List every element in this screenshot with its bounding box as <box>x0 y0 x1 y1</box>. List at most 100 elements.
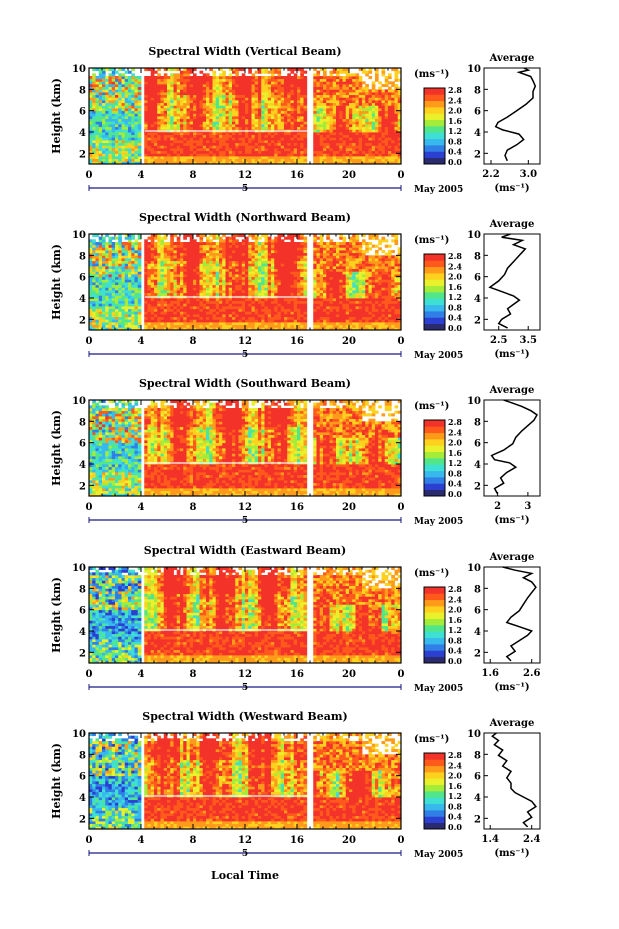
heatmap-cell <box>154 308 158 312</box>
heatmap-cell <box>323 108 327 112</box>
heatmap-cell <box>180 260 184 264</box>
heatmap-cell <box>394 97 399 101</box>
heatmap-cell <box>108 156 113 160</box>
heatmap-cell <box>92 266 96 270</box>
heatmap-cell <box>206 242 210 246</box>
heatmap-cell <box>238 153 243 157</box>
heatmap-cell <box>124 279 129 283</box>
heatmap-cell <box>134 140 139 144</box>
heatmap-cell <box>121 284 126 288</box>
heatmap-cell <box>154 153 158 157</box>
heatmap-cell <box>254 150 259 154</box>
heatmap-cell <box>381 105 386 109</box>
heatmap-cell <box>199 250 204 254</box>
heatmap-cell <box>199 110 204 114</box>
heatmap-cell <box>189 236 194 240</box>
heatmap-cell <box>349 89 353 93</box>
heatmap-cell <box>271 126 275 130</box>
heatmap-cell <box>293 113 298 117</box>
heatmap-cell <box>183 78 187 82</box>
heatmap-cell <box>137 116 142 120</box>
heatmap-cell <box>342 94 347 98</box>
heatmap-cell <box>150 145 155 149</box>
heatmap-cell <box>313 78 317 82</box>
heatmap-cell <box>251 153 256 157</box>
heatmap-cell <box>209 100 213 104</box>
colorbar-swatch <box>424 113 445 121</box>
heatmap-cell <box>284 94 288 98</box>
heatmap-cell <box>225 97 230 101</box>
heatmap-cell <box>144 156 148 160</box>
heatmap-cell <box>193 247 197 251</box>
heatmap-cell <box>137 129 142 133</box>
heatmap-cell <box>375 134 379 138</box>
heatmap-cell <box>180 327 184 331</box>
heatmap-cell <box>137 242 142 246</box>
heatmap-cell <box>355 81 360 85</box>
heatmap-cell <box>170 78 174 82</box>
heatmap-cell <box>115 153 119 157</box>
heatmap-cell <box>144 153 148 157</box>
heatmap-cell <box>173 145 178 149</box>
heatmap-cell <box>128 258 132 262</box>
average-x-tick-label: 3.0 <box>520 169 537 180</box>
heatmap-cell <box>95 142 100 146</box>
heatmap-cell <box>274 158 278 162</box>
heatmap-cell <box>167 316 171 320</box>
heatmap-cell <box>150 284 155 288</box>
heatmap-cell <box>378 129 382 133</box>
heatmap-cell <box>212 298 217 302</box>
heatmap-cell <box>362 140 366 144</box>
heatmap-cell <box>284 108 288 112</box>
heatmap-cell <box>212 252 217 256</box>
heatmap-cell <box>323 105 327 109</box>
heatmap-cell <box>108 113 113 117</box>
heatmap-cell <box>261 68 265 72</box>
heatmap-cell <box>144 311 148 315</box>
heatmap-cell <box>89 92 93 96</box>
heatmap-cell <box>225 290 230 294</box>
heatmap-cell <box>154 322 158 326</box>
heatmap-cell <box>183 274 187 278</box>
heatmap-cell <box>180 252 184 256</box>
heatmap-cell <box>394 137 399 141</box>
heatmap-cell <box>154 156 158 160</box>
heatmap-cell <box>180 132 184 136</box>
heatmap-cell <box>232 137 236 141</box>
heatmap-cell <box>144 282 148 286</box>
heatmap-cell <box>219 287 223 291</box>
heatmap-cell <box>176 94 181 98</box>
heatmap-cell <box>212 287 217 291</box>
heatmap-cell <box>89 126 93 130</box>
heatmap-cell <box>267 92 272 96</box>
heatmap-cell <box>326 113 330 117</box>
heatmap-cell <box>319 97 324 101</box>
heatmap-cell <box>108 121 113 125</box>
heatmap-cell <box>261 118 265 122</box>
heatmap-cell <box>287 78 291 82</box>
heatmap-cell <box>248 126 252 130</box>
heatmap-cell <box>118 319 122 323</box>
heatmap-cell <box>170 132 174 136</box>
heatmap-cell <box>170 92 174 96</box>
heatmap-cell <box>189 247 194 251</box>
heatmap-cell <box>235 234 239 238</box>
heatmap-cell <box>102 84 106 88</box>
heatmap-cell <box>98 89 103 93</box>
heatmap-cell <box>176 92 181 96</box>
heatmap-cell <box>336 100 340 104</box>
heatmap-cell <box>349 110 353 114</box>
heatmap-cell <box>300 145 304 149</box>
heatmap-cell <box>95 161 100 165</box>
heatmap-cell <box>287 108 291 112</box>
heatmap-cell <box>121 126 126 130</box>
heatmap-cell <box>137 255 142 259</box>
heatmap-cell <box>378 137 382 141</box>
heatmap-cell <box>349 113 353 117</box>
heatmap-cell <box>180 110 184 114</box>
heatmap-cell <box>108 324 113 328</box>
heatmap-cell <box>245 137 249 141</box>
heatmap-cell <box>225 116 230 120</box>
heatmap-cell <box>189 94 194 98</box>
heatmap-cell <box>264 161 269 165</box>
